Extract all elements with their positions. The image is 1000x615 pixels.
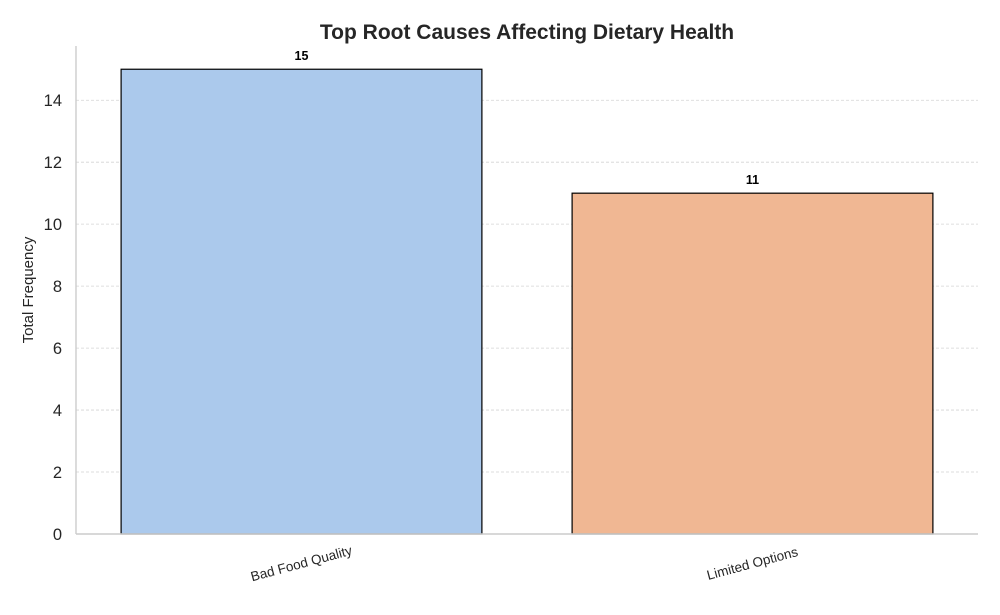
y-tick-label: 8 (53, 278, 62, 296)
chart-title: Top Root Causes Affecting Dietary Health (320, 21, 734, 44)
x-tick-label: Limited Options (705, 544, 800, 583)
data-label: 11 (746, 173, 759, 187)
y-tick-label: 0 (53, 526, 62, 544)
bars (120, 68, 934, 535)
y-tick-label: 2 (53, 464, 62, 482)
y-tick-label: 6 (53, 340, 62, 358)
x-tick-label: Bad Food Quality (249, 543, 354, 585)
y-tick-label: 14 (44, 92, 62, 110)
y-tick-label: 10 (44, 216, 62, 234)
y-tick-label: 12 (44, 154, 62, 172)
y-tick-labels: 0 2 4 6 8 10 12 14 (44, 92, 62, 544)
data-label: 15 (295, 49, 309, 63)
axes (75, 46, 978, 535)
y-tick-label: 4 (53, 402, 62, 420)
x-tick-labels: Bad Food Quality Limited Options (249, 543, 800, 585)
y-axis-label: Total Frequency (20, 236, 37, 343)
bar-limited-options (571, 192, 934, 535)
bar-bad-food-quality (120, 68, 483, 535)
